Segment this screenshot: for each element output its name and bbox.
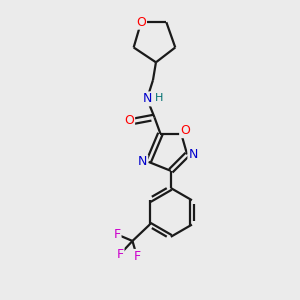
- Text: H: H: [155, 93, 164, 103]
- Text: N: N: [138, 155, 147, 168]
- Text: N: N: [188, 148, 198, 161]
- Text: O: O: [136, 16, 146, 29]
- Text: F: F: [116, 248, 124, 261]
- Text: N: N: [142, 92, 152, 105]
- Text: O: O: [124, 114, 134, 127]
- Text: O: O: [180, 124, 190, 137]
- Text: F: F: [113, 228, 121, 241]
- Text: F: F: [134, 250, 140, 263]
